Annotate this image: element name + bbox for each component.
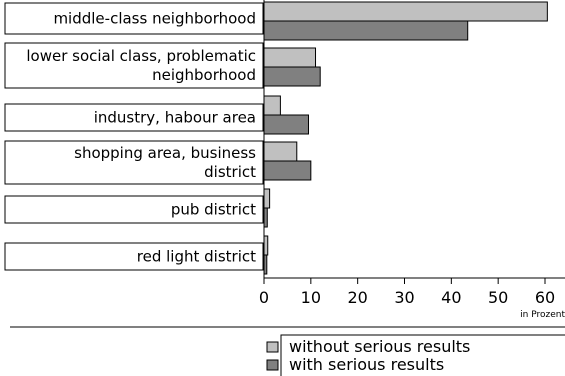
x-tick-label: 40 (441, 288, 461, 307)
category-labels: middle-class neighborhood lower social cl… (4, 2, 264, 271)
bar-with-serious-results (263, 20, 469, 41)
bar-with-serious-results (263, 66, 321, 87)
bar-without-serious-results (263, 1, 548, 22)
category-label: shopping area, business (74, 144, 256, 162)
bars (263, 1, 548, 275)
category-box (4, 140, 264, 185)
x-tick-label: 10 (301, 288, 321, 307)
category-box (4, 103, 264, 132)
x-tick-label: 30 (394, 288, 414, 307)
x-tick-label: 60 (535, 288, 555, 307)
legend-swatch (266, 359, 279, 371)
legend-entry: with serious results (289, 355, 444, 374)
bar-without-serious-results (263, 235, 269, 256)
x-tick-label: 20 (347, 288, 367, 307)
category-box (4, 195, 264, 224)
x-axis: in Prozent 0 10 20 30 40 50 60 (259, 0, 565, 320)
category-box (4, 42, 264, 89)
category-label: red light district (137, 248, 256, 266)
bar-without-serious-results (263, 47, 317, 68)
bar-without-serious-results (263, 188, 271, 209)
legend-entry: without serious results (289, 337, 470, 356)
legend-swatch (266, 341, 279, 353)
category-box (4, 2, 264, 35)
category-label: neighborhood (152, 66, 256, 84)
x-unit-label: in Prozent (520, 310, 565, 320)
bar-with-serious-results (263, 160, 312, 181)
x-tick-label: 0 (259, 288, 269, 307)
category-label: lower social class, problematic (26, 47, 256, 65)
category-label: district (204, 163, 256, 181)
category-label: industry, habour area (94, 109, 256, 127)
category-label: pub district (171, 201, 256, 219)
bar-with-serious-results (263, 114, 309, 135)
category-box (4, 242, 264, 271)
x-tick-label: 50 (488, 288, 508, 307)
category-label: middle-class neighborhood (53, 10, 256, 28)
bar-without-serious-results (263, 95, 281, 116)
legend-frame (280, 334, 565, 376)
bar-without-serious-results (263, 141, 298, 162)
